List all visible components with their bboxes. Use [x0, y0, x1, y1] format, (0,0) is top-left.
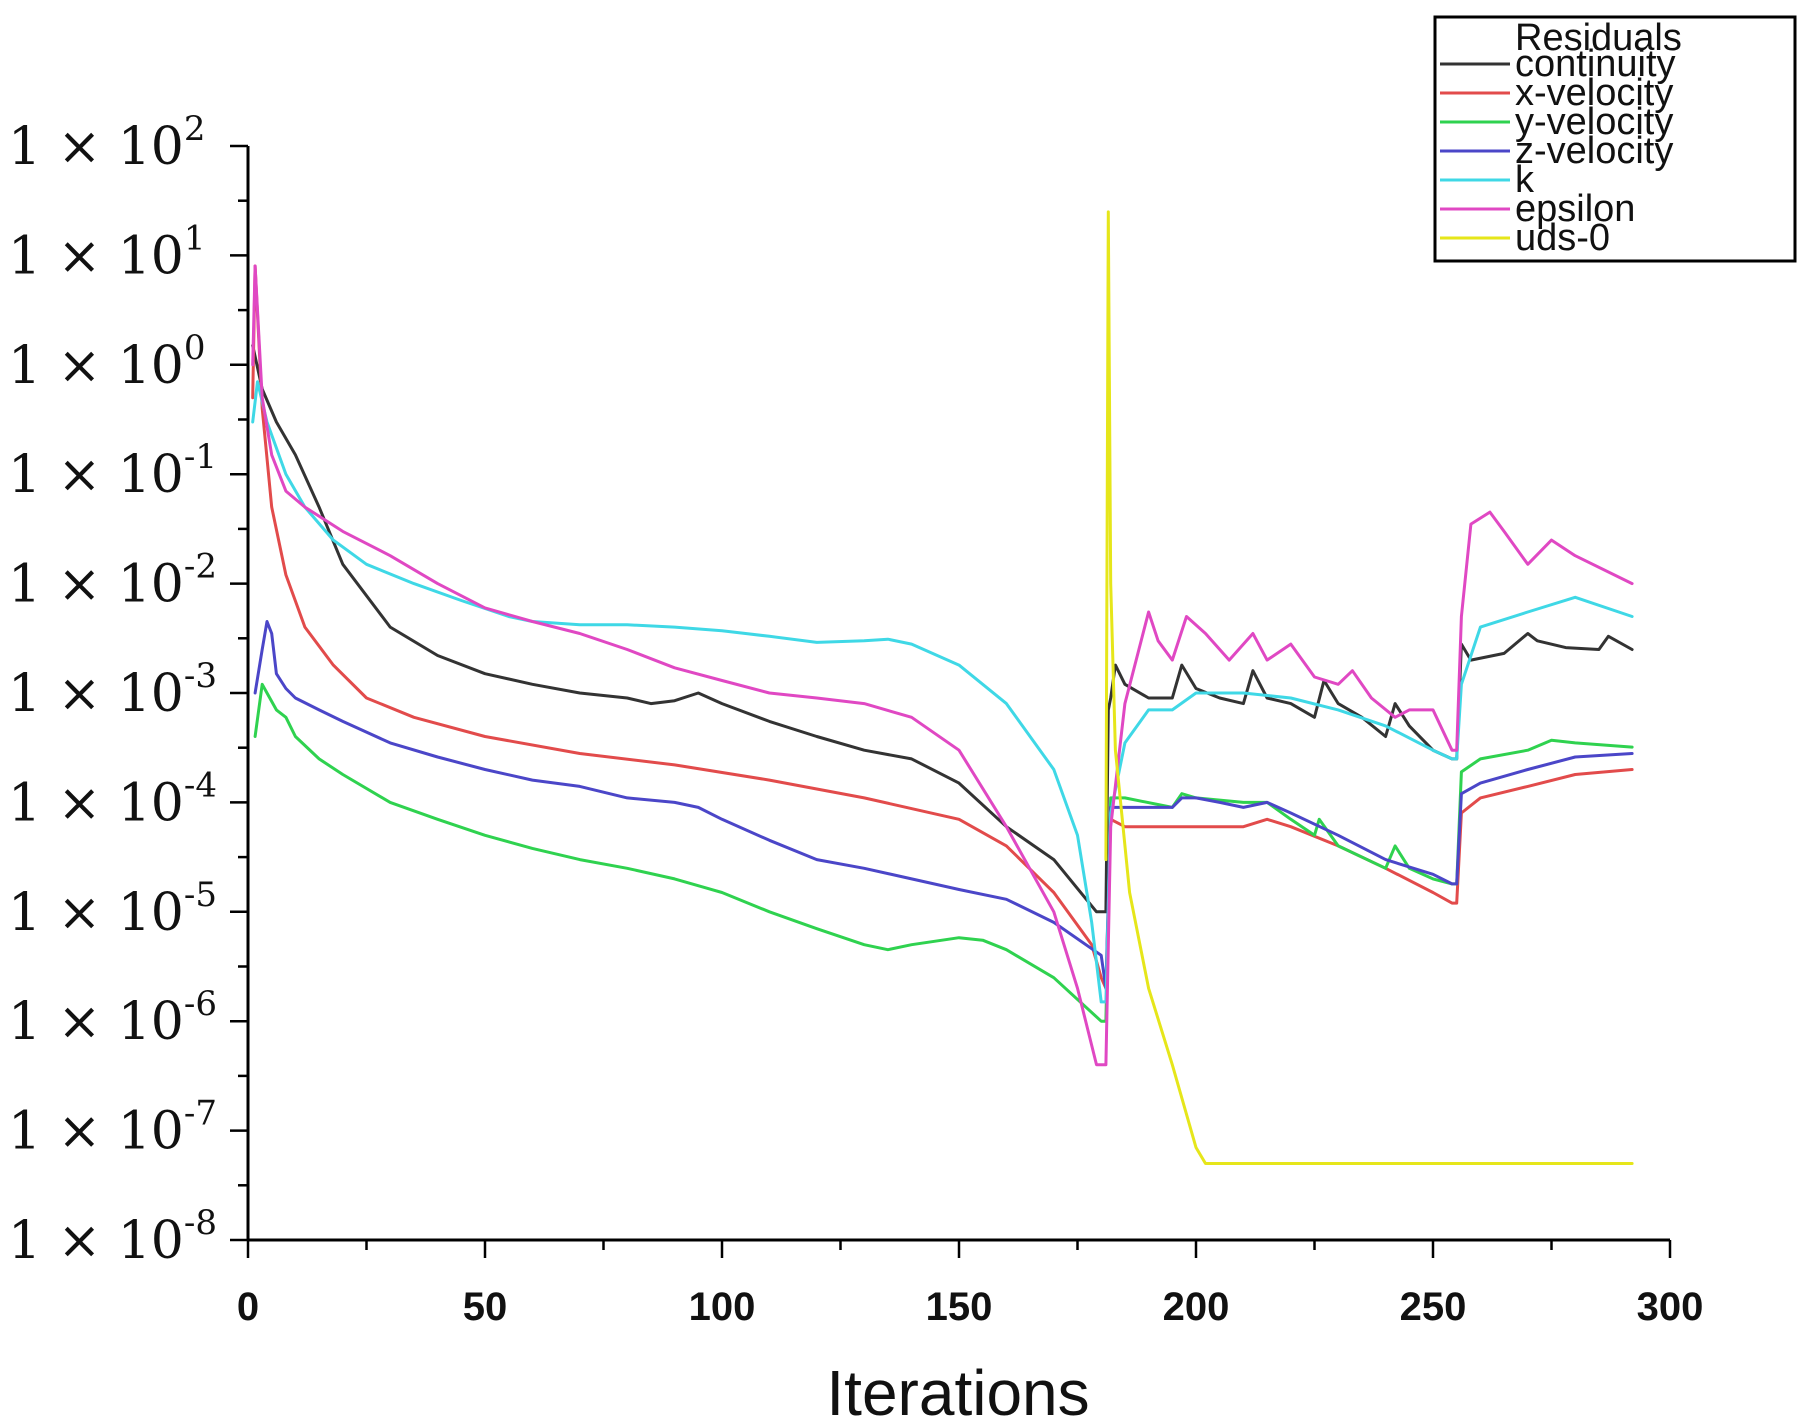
y-tick-label: 1 × 10-6 — [8, 984, 217, 1052]
legend: Residuals continuityx-velocityy-velocity… — [1433, 15, 1797, 263]
y-tick-label: 1 × 10-2 — [8, 547, 217, 615]
legend-items: continuityx-velocityy-velocityz-velocity… — [1440, 43, 1676, 259]
y-tick-exponent: -3 — [184, 656, 217, 696]
y-tick-exponent: -5 — [184, 875, 217, 915]
legend-label-x-velocity: x-velocity — [1515, 72, 1673, 114]
y-tick-label: 1 × 10-1 — [8, 437, 217, 505]
x-tick-label: 250 — [1400, 1285, 1467, 1329]
y-tick-label: 1 × 101 — [8, 218, 206, 286]
y-tick-exponent: -1 — [184, 437, 217, 477]
plot-area — [246, 146, 1670, 1242]
x-tick-label: 50 — [463, 1285, 508, 1329]
y-tick-label: 1 × 10-4 — [8, 765, 217, 833]
legend-label-uds-0: uds-0 — [1515, 217, 1610, 259]
y-tick-exponent: -6 — [184, 984, 217, 1024]
x-tick-label: 150 — [926, 1285, 993, 1329]
y-tick-label: 1 × 10-8 — [8, 1203, 217, 1271]
y-tick-exponent: -2 — [184, 547, 217, 587]
y-tick-label: 1 × 100 — [8, 328, 206, 396]
x-tick-label: 300 — [1637, 1285, 1704, 1329]
y-tick-exponent: 2 — [184, 109, 206, 149]
series-lines — [251, 210, 1634, 1165]
x-axis-label: Iterations — [826, 1357, 1089, 1428]
x-tick-label: 200 — [1163, 1285, 1230, 1329]
y-tick-label: 1 × 102 — [8, 109, 206, 177]
series-line-x-velocity — [251, 264, 1634, 990]
legend-label-y-velocity: y-velocity — [1515, 101, 1673, 143]
y-tick-exponent: -7 — [184, 1094, 217, 1134]
legend-label-epsilon: epsilon — [1515, 188, 1635, 230]
series-line-uds-0 — [1104, 210, 1634, 1165]
y-tick-exponent: -8 — [184, 1203, 217, 1243]
legend-title: Residuals — [1515, 17, 1682, 59]
y-tick-exponent: 0 — [184, 328, 206, 368]
legend-label-k: k — [1515, 159, 1535, 201]
x-axis-ticks: 0 50 100 150 200 250 300 — [237, 1240, 1704, 1329]
series-line-k — [251, 380, 1634, 1004]
legend-label-continuity: continuity — [1515, 43, 1676, 85]
series-line-epsilon — [251, 264, 1634, 1067]
series-line-y-velocity — [253, 682, 1634, 1023]
legend-label-z-velocity: z-velocity — [1515, 130, 1673, 172]
y-tick-label: 1 × 10-7 — [8, 1094, 217, 1162]
x-tick-label: 100 — [689, 1285, 756, 1329]
x-tick-label: 0 — [237, 1285, 259, 1329]
series-line-z-velocity — [253, 620, 1634, 990]
y-tick-label: 1 × 10-3 — [8, 656, 217, 724]
y-tick-exponent: 1 — [184, 218, 206, 258]
y-tick-exponent: -4 — [184, 765, 217, 805]
y-tick-label: 1 × 10-5 — [8, 875, 217, 943]
y-axis-ticks: 1 × 102 1 × 101 1 × 100 1 × 10-1 1 × 10-2 1 ×… — [8, 109, 248, 1271]
legend-box — [1433, 15, 1797, 263]
